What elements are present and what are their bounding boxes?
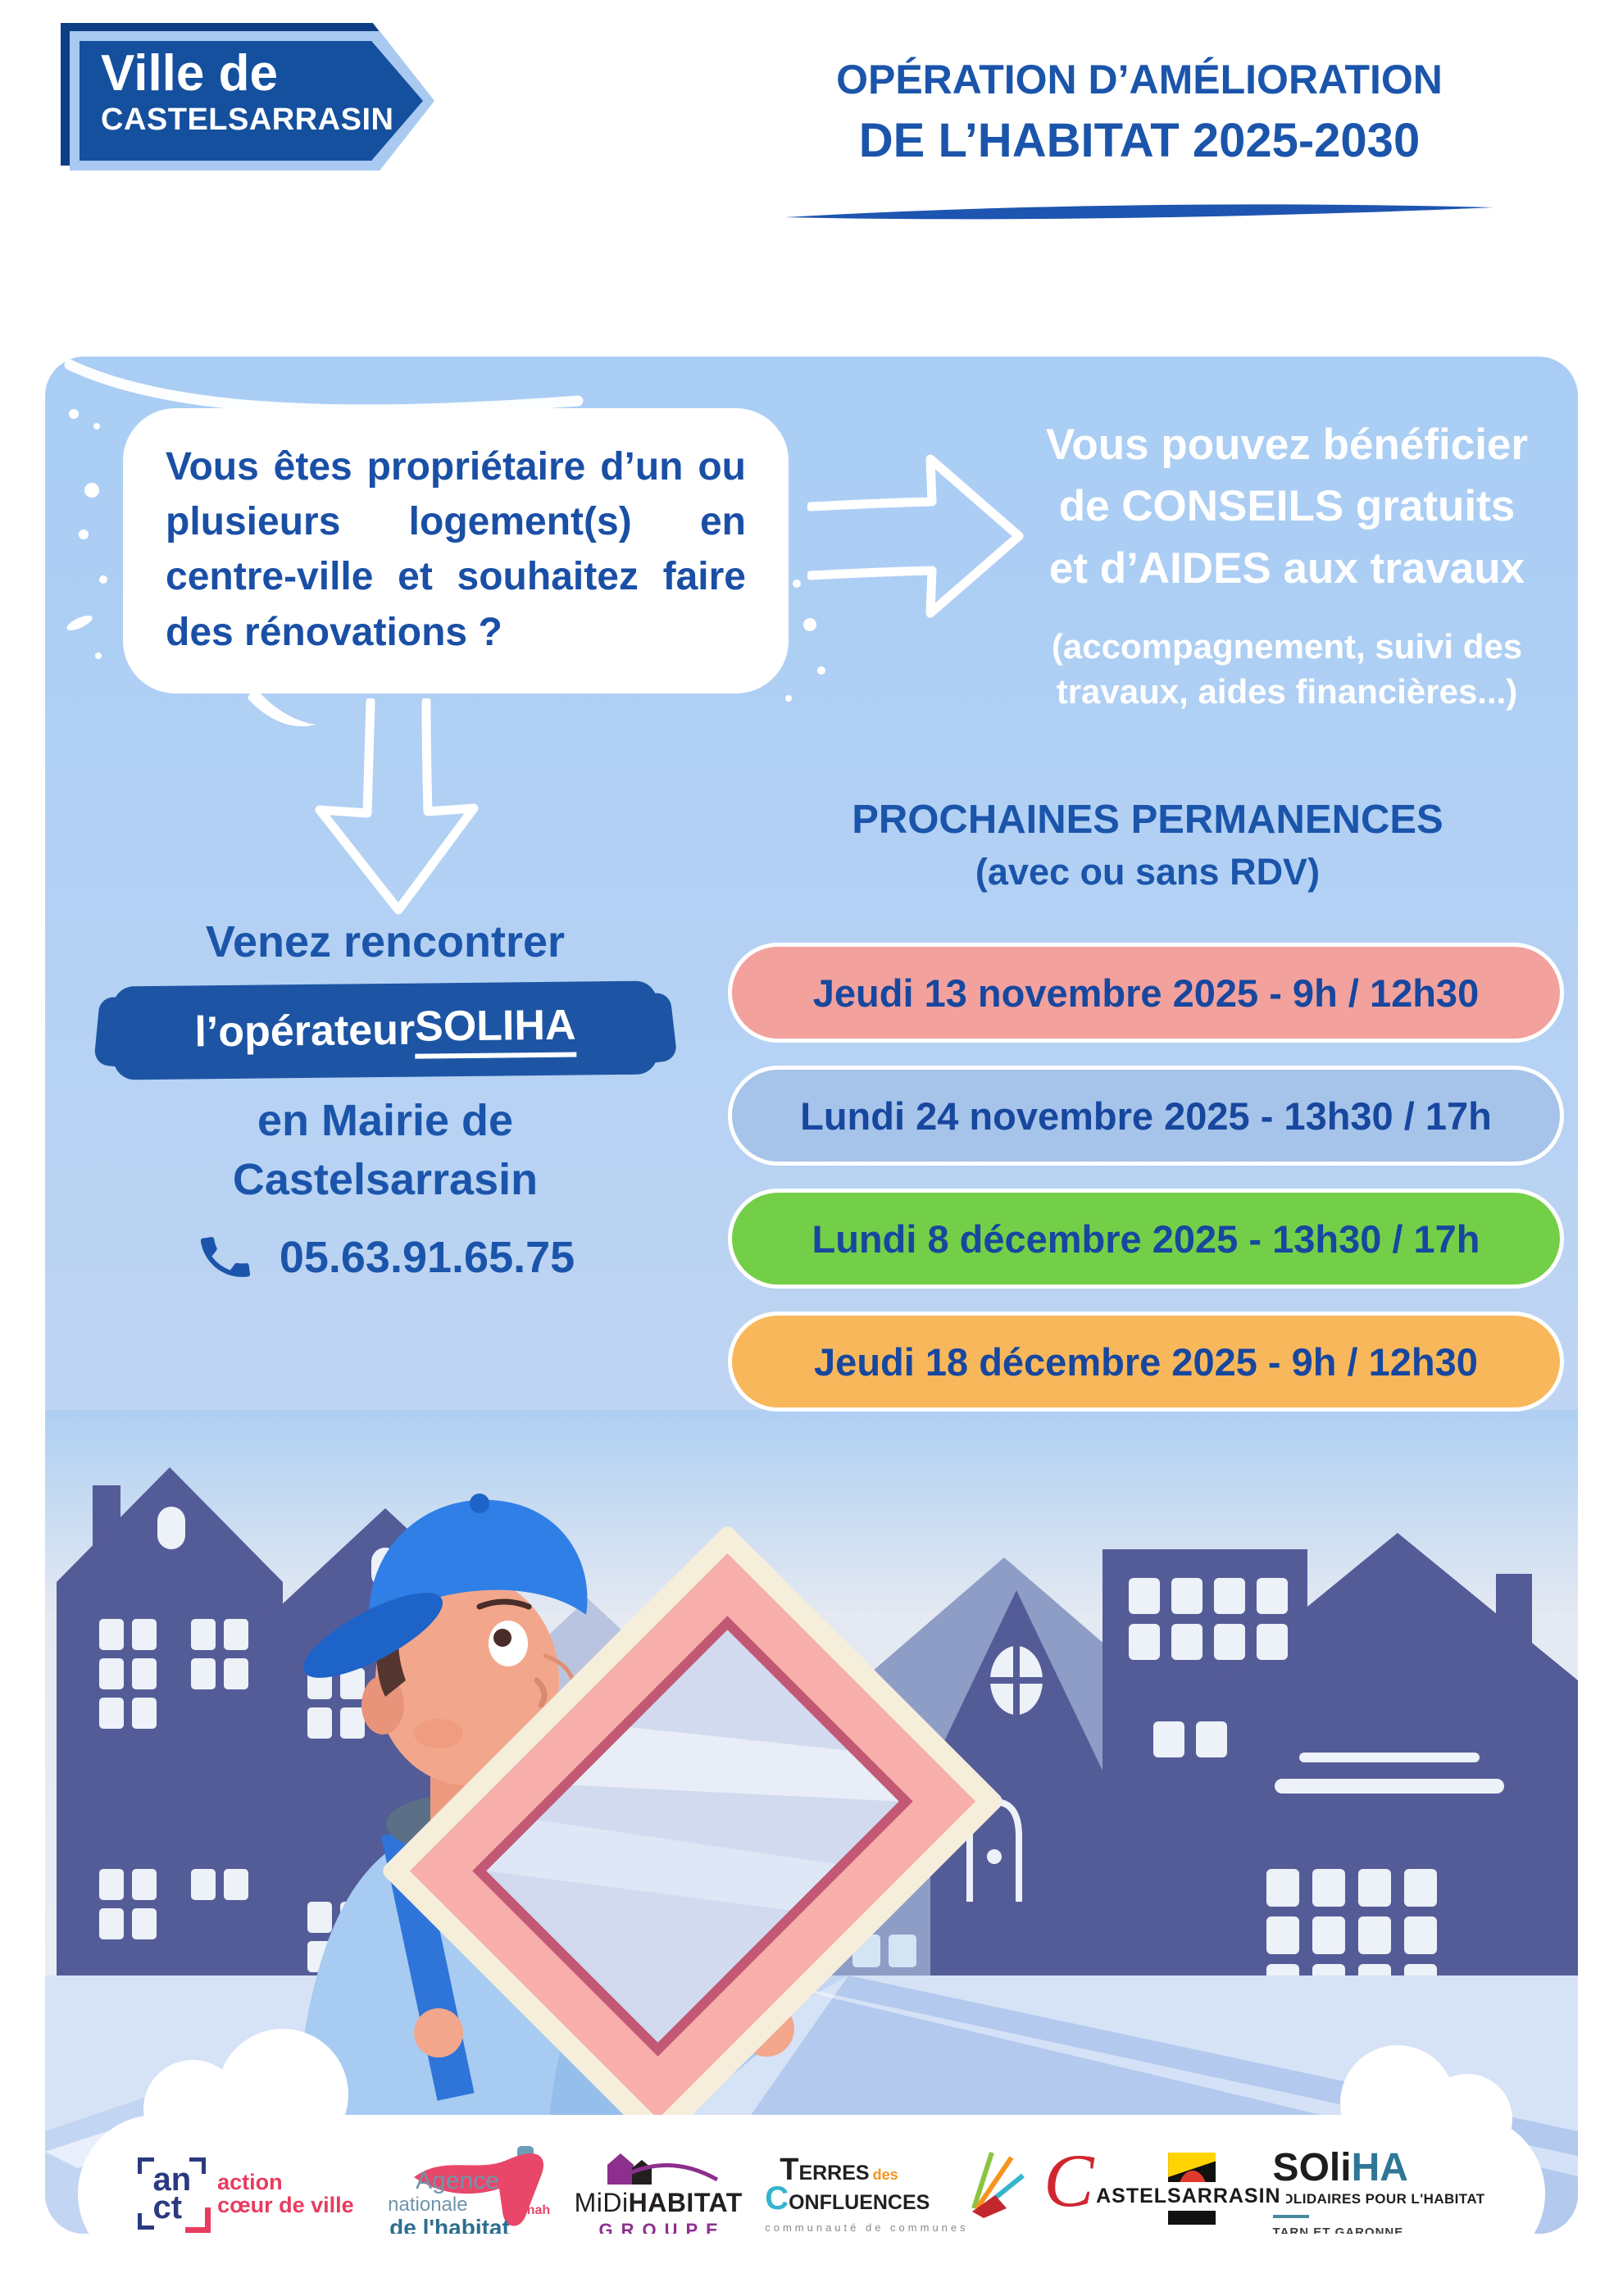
title-underline-icon <box>785 204 1493 220</box>
terres-subtitle: communauté de communes <box>765 2221 969 2234</box>
castelsarrasin-name: ASTELSARRASIN <box>1091 2182 1286 2211</box>
confluences-line: CONFLUENCES <box>765 2180 930 2216</box>
main-panel: an ct action cœur de ville Agence nation… <box>45 357 1578 2234</box>
permanence-slot-3: Lundi 8 décembre 2025 - 13h30 / 17h <box>728 1189 1564 1289</box>
soliha-brand: SOliHA <box>1272 2145 1408 2189</box>
question-bubble: Vous êtes propriétaire d’un ou plusieurs… <box>123 408 789 693</box>
soliha-divider <box>1272 2214 1309 2218</box>
logo-anct-action-coeur-de-ville: an ct action cœur de ville <box>138 2157 354 2233</box>
anct-abbr-bottom: ct <box>152 2189 183 2226</box>
benefit-line2: de CONSEILS gratuits <box>1058 482 1516 531</box>
city-sign: Ville de CASTELSARRASIN <box>80 41 423 161</box>
arrow-right-icon <box>807 454 1024 618</box>
benefits-block: Vous pouvez bénéficier de CONSEILS gratu… <box>1004 414 1570 715</box>
meet-highlight-prefix: l’opérateur <box>194 1006 416 1057</box>
meet-highlight-soliha: SOLIHA <box>414 1000 576 1059</box>
soliha-tagline: SOLIDAIRES POUR L'HABITAT <box>1272 2190 1485 2207</box>
poster-title: OPÉRATION D’AMÉLIORATION DE L’HABITAT 20… <box>771 56 1508 229</box>
splash-decoration-icon <box>64 359 825 702</box>
permanence-slot-2: Lundi 24 novembre 2025 - 13h30 / 17h <box>728 1066 1564 1166</box>
bubble-tail-icon <box>248 685 316 727</box>
window-frame <box>383 1526 1002 2146</box>
logo-midi-habitat: MiDiHABITAT GROUPE <box>574 2147 743 2235</box>
midi-habitat-groupe: GROUPE <box>598 2219 726 2235</box>
question-text: Vous êtes propriétaire d’un ou plusieurs… <box>166 445 746 654</box>
phone-row: 05.63.91.65.75 <box>98 1228 672 1287</box>
terres-line: TERRES des <box>780 2152 898 2187</box>
meet-line3: Castelsarrasin <box>232 1155 539 1204</box>
castelsarrasin-initial: C <box>1043 2139 1094 2222</box>
city-sign-line2: CASTELSARRASIN <box>101 102 394 138</box>
anah-word-agence: Agence <box>416 2167 499 2194</box>
benefit-line3: et d’AIDES aux travaux <box>1048 543 1525 593</box>
benefit-note-line2: travaux, aides financières...) <box>1056 672 1518 712</box>
confluences-rays-icon <box>971 2151 1025 2218</box>
permanence-slot-4: Jeudi 18 décembre 2025 - 9h / 12h30 <box>728 1312 1564 1412</box>
city-sign-line1: Ville de <box>101 45 278 102</box>
title-line1: OPÉRATION D’AMÉLIORATION <box>836 57 1443 102</box>
anah-ribbon-icon <box>414 2146 544 2226</box>
anah-word-habitat: de l'habitat <box>389 2215 510 2234</box>
benefit-line1: Vous pouvez bénéficier <box>1045 421 1529 469</box>
anct-brackets-icon: an ct <box>138 2157 211 2233</box>
logo-castelsarrasin: C ASTELSARRASIN <box>1043 2143 1286 2234</box>
meet-highlight: l’opérateur SOLIHA <box>112 980 658 1080</box>
logo-anah: Agence nationale de l'habitat Anah <box>376 2146 552 2234</box>
permanence-slot-1: Jeudi 13 novembre 2025 - 9h / 12h30 <box>728 943 1564 1043</box>
meet-line2: en Mairie de <box>257 1096 514 1145</box>
arrow-down-icon <box>315 698 479 915</box>
soliha-region: TARN ET GARONNE <box>1272 2225 1404 2235</box>
logo-terres-des-confluences: TERRES des CONFLUENCES communauté de comm… <box>765 2151 1025 2234</box>
anah-abbr: Anah <box>517 2203 551 2217</box>
benefit-note-line1: (accompagnement, suivi des <box>1051 626 1523 666</box>
midi-habitat-brand: MiDiHABITAT <box>574 2187 743 2217</box>
midi-habitat-houses-icon <box>607 2153 719 2185</box>
permanences-subtitle: (avec ou sans RDV) <box>975 851 1321 893</box>
partner-logo-bar: an ct action cœur de ville Agence nation… <box>78 2115 1545 2234</box>
permanence-slot-1-label: Jeudi 13 novembre 2025 - 9h / 12h30 <box>812 971 1480 1015</box>
phone-icon <box>200 1237 250 1277</box>
permanence-slot-2-label: Lundi 24 novembre 2025 - 13h30 / 17h <box>800 1093 1492 1138</box>
permanences-title: PROCHAINES PERMANENCES <box>852 798 1443 842</box>
logo-soliha: SOliHA SOLIDAIRES POUR L'HABITAT TARN ET… <box>1272 2145 1485 2235</box>
anah-word-nationale: nationale <box>388 2194 468 2216</box>
permanence-slot-4-label: Jeudi 18 décembre 2025 - 9h / 12h30 <box>814 1339 1478 1384</box>
title-line2: DE L’HABITAT 2025-2030 <box>858 114 1421 167</box>
anct-abbr-top: an <box>152 2162 192 2198</box>
permanence-slot-3-label: Lundi 8 décembre 2025 - 13h30 / 17h <box>812 1216 1480 1261</box>
phone-number: 05.63.91.65.75 <box>279 1233 575 1282</box>
meet-line1: Venez rencontrer <box>205 917 566 966</box>
anct-label: action cœur de ville <box>217 2169 354 2217</box>
